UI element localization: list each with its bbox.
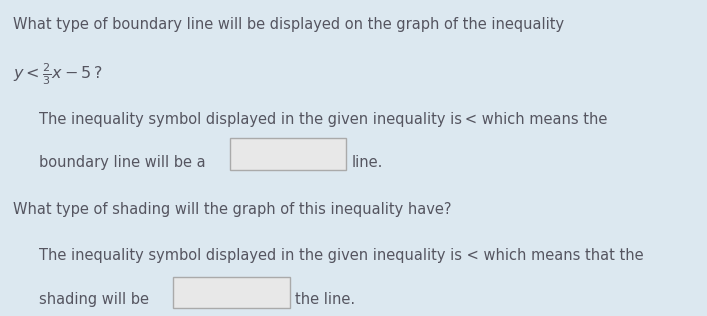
Text: The inequality symbol displayed in the given inequality is < which means that th: The inequality symbol displayed in the g… xyxy=(39,248,643,263)
Text: boundary line will be a: boundary line will be a xyxy=(39,155,206,170)
Text: the line.: the line. xyxy=(295,292,355,307)
FancyBboxPatch shape xyxy=(173,276,290,308)
Text: $y < \frac{2}{3}x - 5\,?$: $y < \frac{2}{3}x - 5\,?$ xyxy=(13,62,103,88)
Text: line.: line. xyxy=(351,155,382,170)
Text: shading will be: shading will be xyxy=(39,292,149,307)
Text: The inequality symbol displayed in the given inequality is < which means the: The inequality symbol displayed in the g… xyxy=(39,112,607,127)
Text: What type of shading will the graph of this inequality have?: What type of shading will the graph of t… xyxy=(13,202,451,217)
Text: What type of boundary line will be displayed on the graph of the inequality: What type of boundary line will be displ… xyxy=(13,17,564,32)
FancyBboxPatch shape xyxy=(230,138,346,170)
